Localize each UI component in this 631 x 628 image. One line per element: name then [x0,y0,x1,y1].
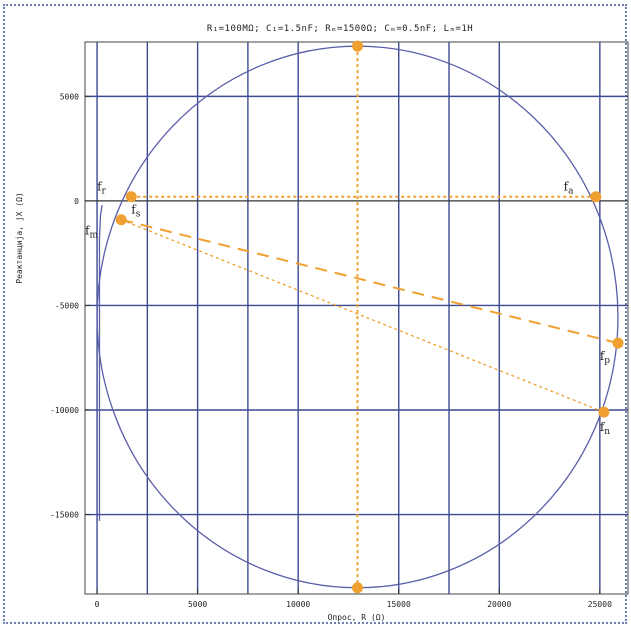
point-fn [598,406,610,418]
point-fr [125,191,137,203]
x-tick-label: 0 [95,600,100,609]
x-tick-label: 20000 [487,600,511,609]
chart-title: R₁=100MΩ; C₁=1.5nF; Rₘ=1500Ω; Cₘ=0.5nF; … [206,24,474,34]
ticks: 0 5000 10000 15000 20000 25000 5000 0 -5000 -1000… [50,92,612,609]
point-bottom [352,582,364,594]
point-fa [590,191,602,203]
impedance-tail [98,204,103,521]
y-tick-label: -15000 [50,511,79,520]
label-fn: fn [600,420,610,437]
label-fs: fs [131,202,140,219]
plot-frame [3,4,627,624]
y-tick-label: -10000 [50,406,79,415]
label-fa: fa [564,179,574,196]
x-tick-label: 25000 [588,600,612,609]
point-fp [612,337,624,349]
fs-fp-line [120,218,619,345]
x-tick-label: 15000 [387,600,411,609]
y-tick-label: 5000 [60,92,79,101]
label-fr: fr [97,179,106,196]
plot-area [84,41,629,595]
y-tick-label: 0 [74,197,79,206]
point-top [352,40,364,52]
label-fp: fp [600,349,610,366]
x-axis-label: Опрос, R (Ω) [328,613,386,622]
y-tick-label: -5000 [55,301,79,310]
fs-fn-line [120,219,605,413]
point-fs [115,214,127,226]
x-tick-label: 10000 [286,600,310,609]
series [96,45,619,589]
x-tick-label: 5000 [188,600,207,609]
grid [85,42,628,594]
y-axis-label: Реактанција, jX (Ω) [15,192,24,284]
